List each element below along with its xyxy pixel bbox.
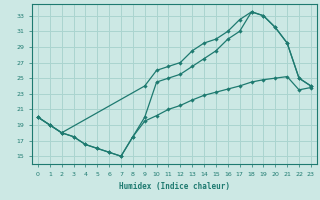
X-axis label: Humidex (Indice chaleur): Humidex (Indice chaleur) <box>119 182 230 191</box>
